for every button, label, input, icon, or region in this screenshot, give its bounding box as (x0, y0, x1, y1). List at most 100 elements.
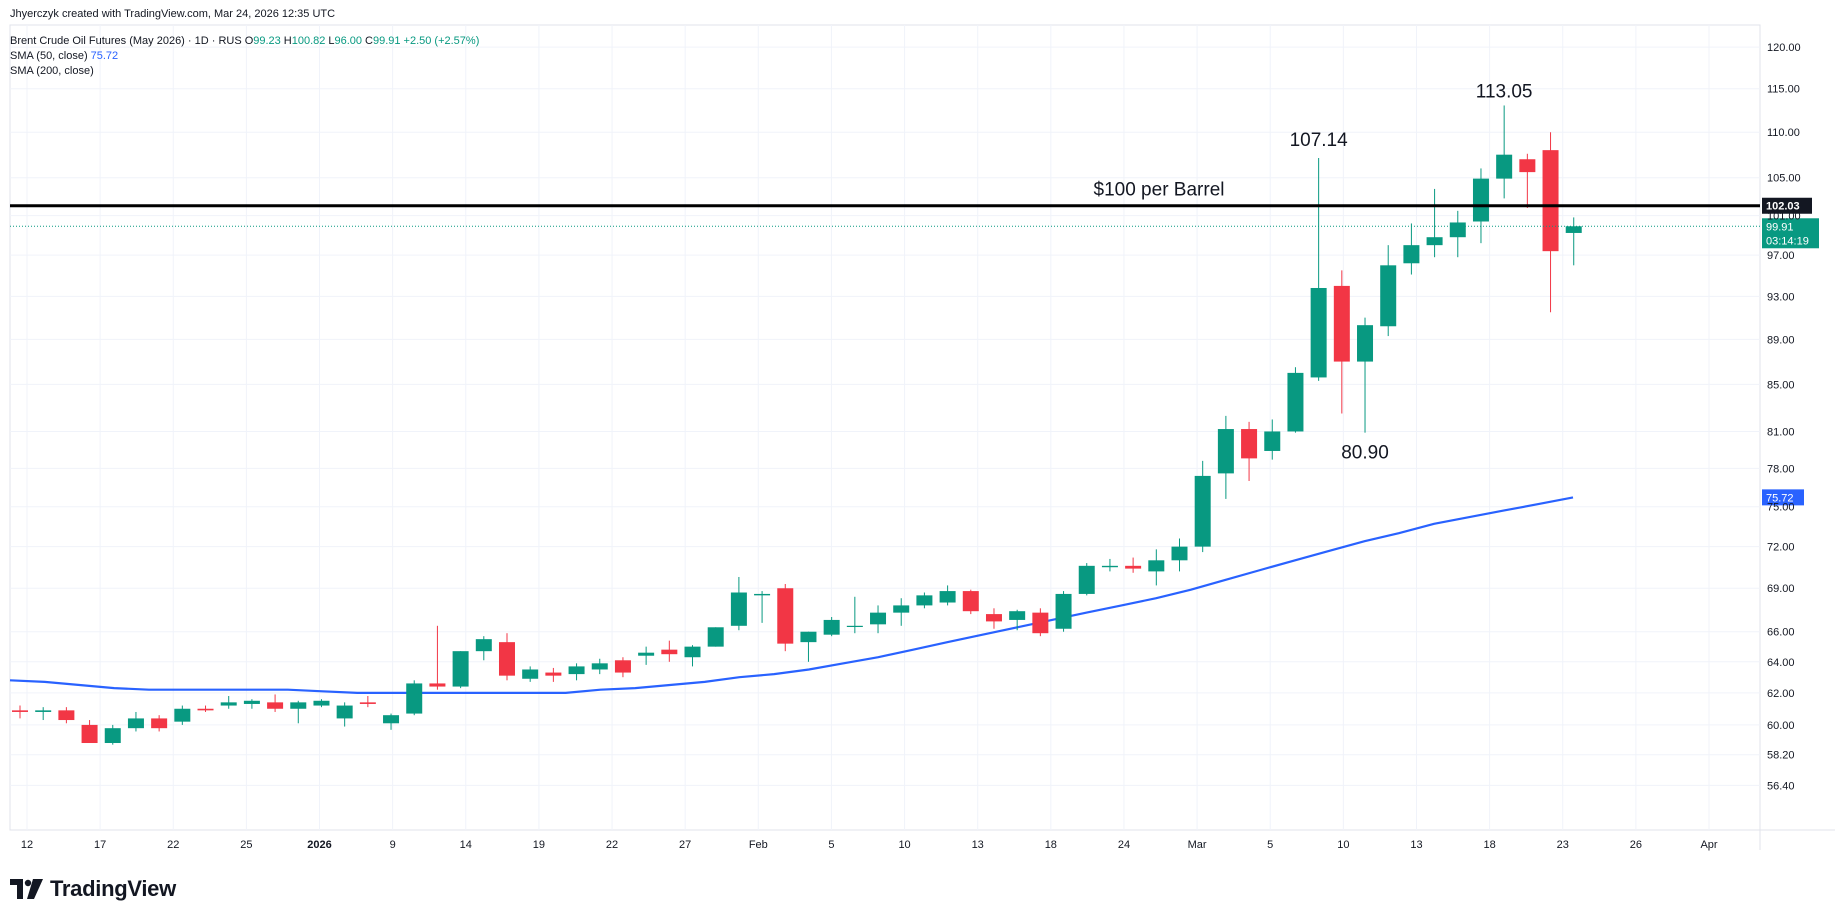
price-tick-label: 78.00 (1767, 463, 1795, 475)
price-annotation: 107.14 (1290, 130, 1349, 151)
time-tick-label: 12 (21, 839, 33, 851)
price-tick-label: 66.00 (1767, 627, 1795, 639)
candle-body (336, 705, 353, 719)
time-tick-label: Mar (1188, 839, 1207, 851)
candle (1217, 415, 1234, 499)
candle-body (127, 718, 144, 729)
candle (1426, 188, 1443, 258)
sma50-value: 75.72 (90, 50, 119, 62)
time-tick-label: 10 (898, 839, 910, 851)
candle-body (1032, 612, 1049, 634)
candle (545, 667, 562, 682)
candle (151, 715, 168, 732)
candle-body (730, 592, 747, 626)
plot-frame (9, 24, 1761, 831)
candle (1078, 563, 1095, 596)
candle-body (1472, 178, 1489, 222)
price-tick-label: 62.00 (1767, 688, 1795, 700)
brand-name: TradingView (50, 876, 176, 901)
last-price-value: 99.91 (1766, 221, 1794, 233)
candle (197, 705, 214, 712)
candle (58, 707, 75, 724)
candle-body (823, 619, 840, 635)
sma-50-series (9, 496, 1574, 694)
candle-body (661, 649, 678, 655)
price-tick-label: 56.40 (1767, 780, 1795, 792)
candle-body (58, 710, 75, 721)
price-tick-label: 81.00 (1767, 426, 1795, 438)
price-annotation: 80.90 (1341, 443, 1389, 464)
candle-body (916, 595, 933, 606)
legend-sma200[interactable]: SMA (200, close) (10, 64, 97, 78)
candle (383, 713, 400, 730)
candle-body (1078, 565, 1095, 594)
candle (939, 585, 956, 606)
price-tick-label: 72.00 (1767, 542, 1795, 554)
candle-body (174, 708, 191, 722)
candle-body (614, 660, 631, 673)
annotations: 107.14 113.05 80.90 (1290, 81, 1533, 463)
sma200-label: SMA (200, close) (10, 65, 94, 77)
candle-body (985, 614, 1002, 622)
candle-body (1217, 429, 1234, 474)
high-label: H (283, 35, 292, 47)
candle (290, 700, 307, 724)
candle (661, 640, 678, 662)
candle-body (1055, 593, 1072, 629)
time-tick-label: 10 (1337, 839, 1349, 851)
candle-body (1009, 611, 1026, 620)
candle-body (383, 715, 400, 724)
candle-body (1380, 265, 1397, 327)
chart-grid (9, 24, 1835, 850)
countdown-value: 03:14:19 (1766, 235, 1809, 247)
candle (1241, 421, 1258, 481)
candle (591, 658, 608, 675)
candle (359, 696, 376, 708)
candle (823, 617, 840, 637)
candle (1009, 609, 1026, 631)
legend-sma50[interactable]: SMA (50, close) 75.72 (10, 49, 121, 63)
candle-body (591, 663, 608, 670)
candle-body (638, 652, 655, 656)
candle (174, 705, 191, 725)
price-tick-label: 89.00 (1767, 334, 1795, 346)
candle (777, 584, 794, 652)
candle (846, 596, 863, 634)
candle-body (151, 718, 168, 729)
high-value: 100.82 (291, 35, 326, 47)
candle-body (1357, 325, 1374, 362)
candle-body (1403, 245, 1420, 264)
candle-body (754, 593, 771, 596)
candle (243, 699, 260, 709)
candle-body (939, 591, 956, 603)
candle (498, 633, 515, 681)
candle (962, 589, 979, 615)
candle-body (870, 612, 887, 625)
time-tick-label: 13 (972, 839, 984, 851)
time-tick-label: 22 (606, 839, 618, 851)
candle (1032, 608, 1049, 637)
candle-body (35, 710, 52, 712)
candle-body (220, 702, 237, 706)
sma-axis-value: 75.72 (1766, 492, 1794, 504)
candle-body (777, 588, 794, 644)
price-tick-label: 97.00 (1767, 250, 1795, 262)
candle-body (81, 724, 98, 744)
close-label: C (365, 35, 373, 47)
time-tick-label: 25 (240, 839, 252, 851)
candle (707, 627, 724, 647)
close-value: 99.91 (373, 35, 401, 47)
candle-body (1171, 546, 1188, 561)
price-tick-label: 101.00 (1767, 211, 1801, 223)
time-tick-label: Feb (749, 839, 768, 851)
candle-body (429, 683, 446, 687)
tradingview-brand[interactable]: TradingView (10, 876, 176, 902)
sma50-label: SMA (50, close) (10, 50, 88, 62)
price-tick-label: 85.00 (1767, 379, 1795, 391)
candle-body (452, 651, 469, 687)
candle (1449, 210, 1466, 258)
time-tick-label: 22 (167, 839, 179, 851)
low-value: 96.00 (334, 35, 363, 47)
candle (1519, 153, 1536, 208)
